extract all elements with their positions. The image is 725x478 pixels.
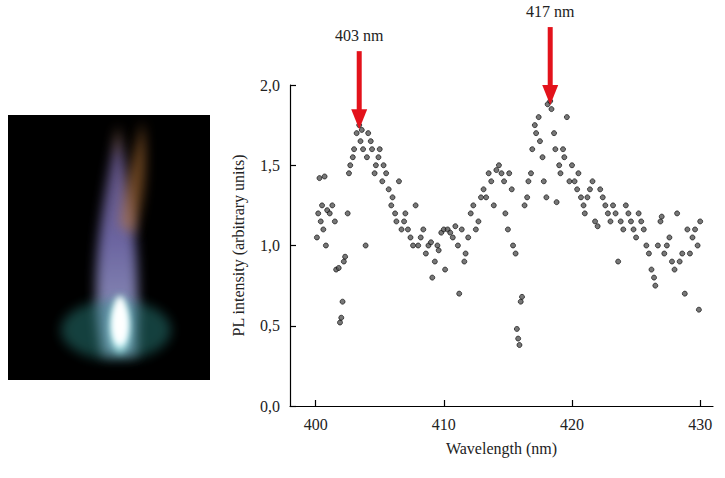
svg-text:1,5: 1,5 (260, 157, 280, 174)
svg-text:400: 400 (304, 416, 328, 433)
svg-text:420: 420 (560, 416, 584, 433)
svg-text:0,5: 0,5 (260, 317, 280, 334)
svg-text:410: 410 (432, 416, 456, 433)
svg-text:2,0: 2,0 (260, 77, 280, 94)
svg-text:0,0: 0,0 (260, 398, 280, 415)
svg-text:PL intensity (arbitrary units): PL intensity (arbitrary units) (230, 154, 248, 336)
svg-text:403 nm: 403 nm (335, 27, 384, 44)
svg-text:417 nm: 417 nm (526, 3, 575, 20)
svg-text:1,0: 1,0 (260, 237, 280, 254)
svg-text:430: 430 (688, 416, 712, 433)
svg-text:Wavelength (nm): Wavelength (nm) (446, 440, 557, 458)
